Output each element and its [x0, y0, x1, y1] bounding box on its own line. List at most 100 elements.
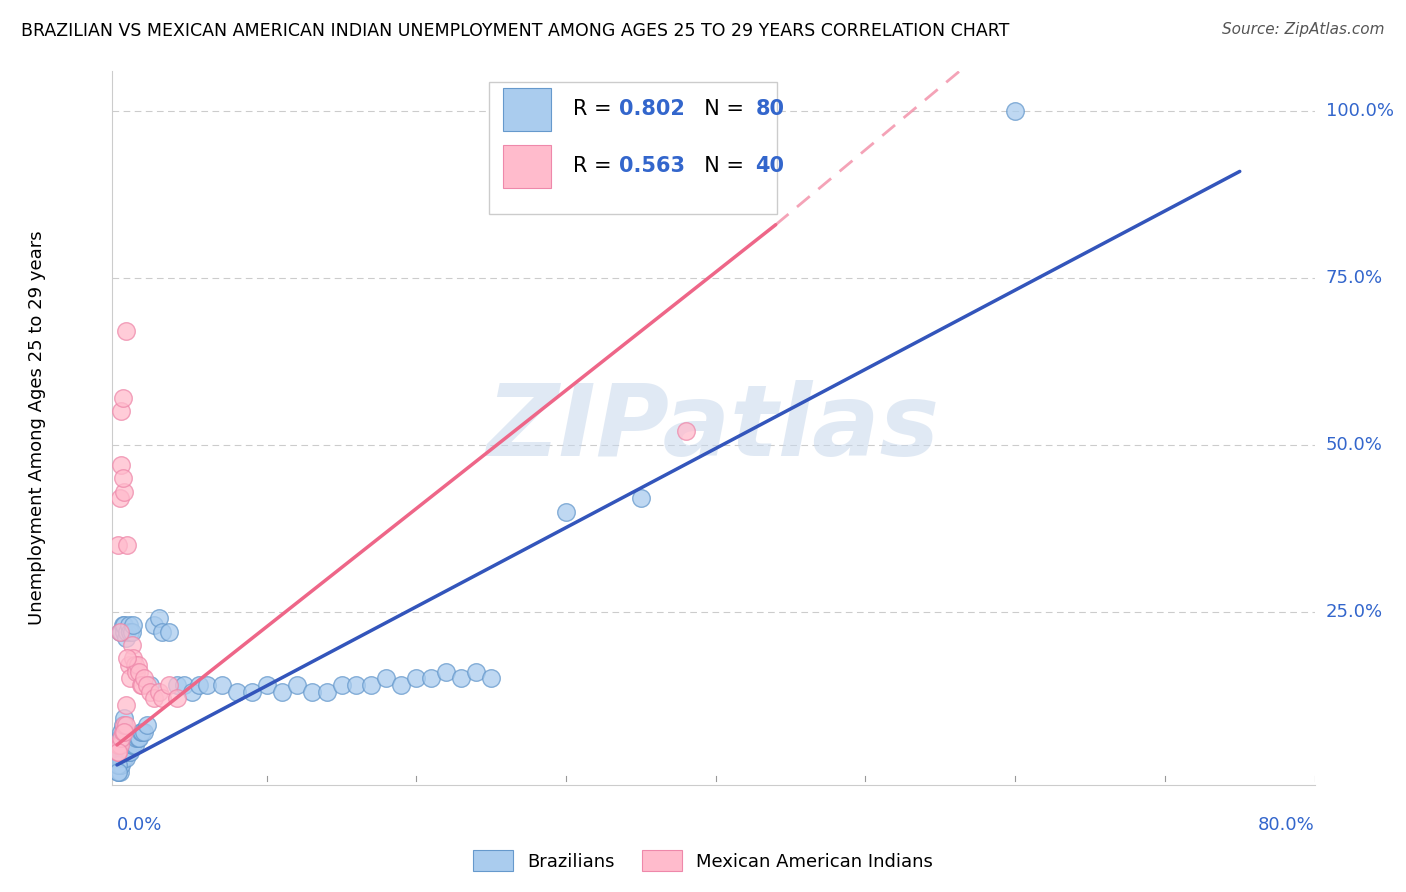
- Point: [111, 724, 134, 739]
- Point: [166, 678, 188, 692]
- Point: [117, 538, 139, 552]
- Text: 100.0%: 100.0%: [1326, 103, 1393, 120]
- Point: [114, 745, 136, 759]
- Text: 50.0%: 50.0%: [1326, 436, 1382, 454]
- Point: [420, 671, 443, 685]
- Point: [114, 624, 136, 639]
- Legend: Brazilians, Mexican American Indians: Brazilians, Mexican American Indians: [465, 843, 941, 879]
- Point: [211, 678, 233, 692]
- Point: [114, 711, 136, 725]
- Point: [120, 671, 142, 685]
- Point: [107, 738, 129, 752]
- Point: [117, 651, 139, 665]
- Point: [195, 678, 218, 692]
- Point: [121, 738, 143, 752]
- Point: [111, 391, 134, 405]
- Point: [630, 491, 652, 506]
- Point: [434, 665, 457, 679]
- Point: [315, 684, 337, 698]
- Point: [240, 684, 263, 698]
- Point: [173, 678, 195, 692]
- FancyBboxPatch shape: [503, 87, 551, 130]
- Point: [110, 404, 132, 418]
- Point: [132, 671, 155, 685]
- Point: [375, 671, 398, 685]
- Point: [128, 665, 150, 679]
- Point: [188, 678, 211, 692]
- Point: [118, 745, 141, 759]
- Point: [115, 751, 138, 765]
- Point: [135, 718, 157, 732]
- Point: [108, 624, 131, 639]
- Point: [148, 684, 170, 698]
- Point: [111, 751, 134, 765]
- Text: N =: N =: [690, 156, 751, 177]
- Point: [120, 624, 142, 639]
- Point: [225, 684, 247, 698]
- Point: [115, 745, 138, 759]
- Text: 40: 40: [755, 156, 785, 177]
- Point: [330, 678, 353, 692]
- Point: [180, 684, 202, 698]
- Text: R =: R =: [572, 99, 619, 120]
- Point: [128, 731, 150, 746]
- Text: R =: R =: [572, 156, 619, 177]
- Point: [111, 745, 134, 759]
- Point: [121, 638, 143, 652]
- Point: [166, 691, 188, 706]
- Point: [256, 678, 278, 692]
- Point: [129, 724, 152, 739]
- Point: [139, 684, 162, 698]
- FancyBboxPatch shape: [503, 145, 551, 187]
- Point: [110, 758, 132, 772]
- Point: [389, 678, 412, 692]
- Point: [107, 764, 129, 779]
- Point: [122, 651, 145, 665]
- Point: [108, 491, 131, 506]
- Point: [360, 678, 382, 692]
- Point: [479, 671, 502, 685]
- Point: [118, 657, 141, 672]
- Point: [108, 738, 131, 752]
- Point: [450, 671, 472, 685]
- Point: [107, 745, 129, 759]
- Point: [107, 745, 129, 759]
- Point: [110, 751, 132, 765]
- Point: [108, 751, 131, 765]
- Point: [114, 618, 136, 632]
- Point: [124, 657, 146, 672]
- Point: [117, 624, 139, 639]
- Text: 0.563: 0.563: [619, 156, 685, 177]
- Point: [117, 745, 139, 759]
- Point: [110, 745, 132, 759]
- Point: [131, 678, 153, 692]
- Text: Source: ZipAtlas.com: Source: ZipAtlas.com: [1222, 22, 1385, 37]
- Point: [555, 504, 578, 518]
- Point: [129, 678, 152, 692]
- Point: [110, 724, 132, 739]
- Point: [132, 724, 155, 739]
- FancyBboxPatch shape: [489, 82, 778, 214]
- Point: [127, 657, 149, 672]
- Point: [131, 724, 153, 739]
- Point: [111, 718, 134, 732]
- Text: 80: 80: [755, 99, 785, 120]
- Point: [143, 618, 166, 632]
- Point: [127, 731, 149, 746]
- Point: [107, 758, 129, 772]
- Point: [465, 665, 488, 679]
- Point: [108, 745, 131, 759]
- Point: [111, 618, 134, 632]
- Point: [107, 738, 129, 752]
- Point: [107, 764, 129, 779]
- Point: [301, 684, 323, 698]
- Point: [150, 691, 173, 706]
- Point: [270, 684, 292, 698]
- Text: N =: N =: [690, 99, 751, 120]
- Point: [114, 718, 136, 732]
- Text: 0.0%: 0.0%: [117, 815, 162, 833]
- Point: [107, 758, 129, 772]
- Point: [122, 738, 145, 752]
- Text: 80.0%: 80.0%: [1258, 815, 1315, 833]
- Point: [115, 718, 138, 732]
